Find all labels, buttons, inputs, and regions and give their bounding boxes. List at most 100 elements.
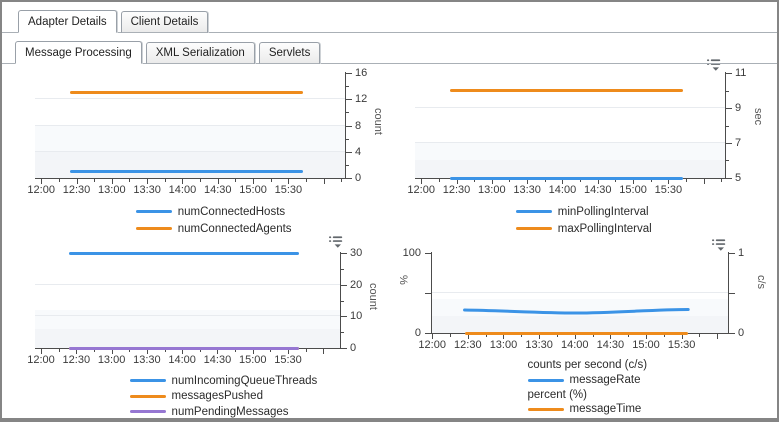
x-tick-minor <box>94 178 96 182</box>
y-tick-major <box>726 73 732 74</box>
x-tick-minor <box>199 348 201 352</box>
chart-menu-icon[interactable] <box>711 238 727 252</box>
x-tick-label: 14:00 <box>548 184 577 196</box>
y-axis-unit-label: count <box>367 282 379 310</box>
x-tick-label: 15:00 <box>239 184 267 196</box>
x-tick-label: 13:00 <box>98 184 126 196</box>
y-tick-major <box>729 293 735 294</box>
plot-band <box>35 329 340 348</box>
y-tick-label: 7 <box>735 137 742 149</box>
x-tick-minor <box>235 178 237 182</box>
legend-group-label: percent (%) <box>528 387 648 402</box>
plot-band <box>35 310 340 329</box>
legend-label: maxPollingInterval <box>557 222 652 235</box>
x-tick-label: 12:30 <box>454 339 482 351</box>
x-tick-minor <box>450 333 451 337</box>
y-tick-label: 9 <box>735 101 742 114</box>
x-tick-minor <box>58 348 60 352</box>
series-line-numIncomingQueueThreads <box>69 251 300 255</box>
x-tick-major <box>323 178 325 184</box>
y-tick-minor <box>341 268 344 270</box>
x-tick-major <box>182 178 184 184</box>
x-tick-minor <box>509 178 511 182</box>
plot-area <box>431 253 728 333</box>
x-tick-label: 13:30 <box>133 184 161 196</box>
legend-item: numIncomingQueueThreads <box>129 373 317 389</box>
legend-swatch <box>527 407 564 411</box>
y-tick-label: 20 <box>350 278 363 291</box>
x-tick-major <box>288 348 290 354</box>
x-tick-major <box>503 333 505 339</box>
x-tick-major <box>41 178 43 184</box>
x-tick-label: 13:30 <box>133 354 161 366</box>
plot-area <box>35 73 345 178</box>
x-tick-minor <box>663 333 665 337</box>
y-tick-minor <box>341 332 344 334</box>
x-tick-major <box>217 178 219 184</box>
x-tick-major <box>182 348 184 354</box>
x-tick-major <box>597 178 599 184</box>
x-tick-label: 15:00 <box>238 354 267 366</box>
chart-menu-icon[interactable] <box>328 235 344 249</box>
y-axis-unit-label: c/s <box>755 275 767 290</box>
x-tick-minor <box>129 178 131 182</box>
legend-item: messagesPushed <box>129 389 318 405</box>
y-tick-label: 5 <box>735 172 742 184</box>
y-tick-major <box>346 178 352 179</box>
grid-line <box>415 142 725 143</box>
x-tick-major <box>668 178 670 184</box>
x-tick-label: 14:00 <box>168 354 196 366</box>
y-tick-label: 8 <box>355 119 362 132</box>
x-tick-label: 12:00 <box>407 184 435 196</box>
y-tick-major <box>425 333 431 334</box>
tab-servlets[interactable]: Servlets <box>258 42 321 64</box>
legend-label: numConnectedAgents <box>177 222 292 235</box>
x-tick-minor <box>93 348 95 352</box>
x-tick-major <box>717 333 719 339</box>
x-tick-major <box>703 178 705 184</box>
tab-xml-serialization[interactable]: XML Serialization <box>145 42 255 64</box>
x-tick-label: 14:30 <box>203 184 232 196</box>
y-tick-major <box>726 107 732 109</box>
x-tick-label: 13:00 <box>489 339 518 351</box>
x-tick-label: 13:30 <box>513 184 541 196</box>
y-tick-major <box>341 284 347 286</box>
x-tick-minor <box>341 178 343 182</box>
y-tick-major <box>341 253 347 254</box>
x-tick-major <box>646 333 648 339</box>
x-tick-major <box>491 178 493 184</box>
plot-band <box>35 151 345 178</box>
y-tick-minor <box>726 90 729 92</box>
x-tick-major <box>288 178 290 184</box>
tab-client-details[interactable]: Client Details <box>120 11 209 33</box>
tab-message-processing[interactable]: Message Processing <box>15 41 142 64</box>
y-axis-line <box>725 72 726 179</box>
x-tick-label: 12:30 <box>62 184 91 196</box>
x-tick-minor <box>438 178 440 182</box>
x-tick-label: 14:30 <box>203 354 232 366</box>
x-tick-label: 14:30 <box>583 184 612 196</box>
x-tick-major <box>681 333 683 339</box>
plot-band <box>35 125 345 152</box>
x-tick-minor <box>650 178 652 182</box>
plot-band <box>415 160 725 178</box>
x-tick-major <box>76 178 78 184</box>
y-tick-major <box>346 125 352 127</box>
tab-adapter-details[interactable]: Adapter Details <box>18 10 117 33</box>
y-tick-major <box>346 73 352 74</box>
legend-group-label: counts per second (c/s) <box>528 358 648 373</box>
y-tick-label: 1 <box>738 247 745 259</box>
legend: minPollingInterval maxPollingInterval <box>515 203 652 237</box>
y-tick-label: 30 <box>350 247 363 259</box>
y-tick-minor <box>341 300 344 302</box>
y-tick-label: 12 <box>355 93 368 106</box>
x-tick-minor <box>129 348 131 352</box>
x-tick-label: 15:30 <box>654 184 683 196</box>
x-tick-major <box>111 348 113 354</box>
y-tick-label: 16 <box>355 67 368 79</box>
x-tick-major <box>633 178 635 184</box>
x-tick-minor <box>58 178 60 182</box>
y-axis-line <box>340 252 341 349</box>
y-tick-major <box>729 333 735 334</box>
x-tick-major <box>41 348 42 354</box>
